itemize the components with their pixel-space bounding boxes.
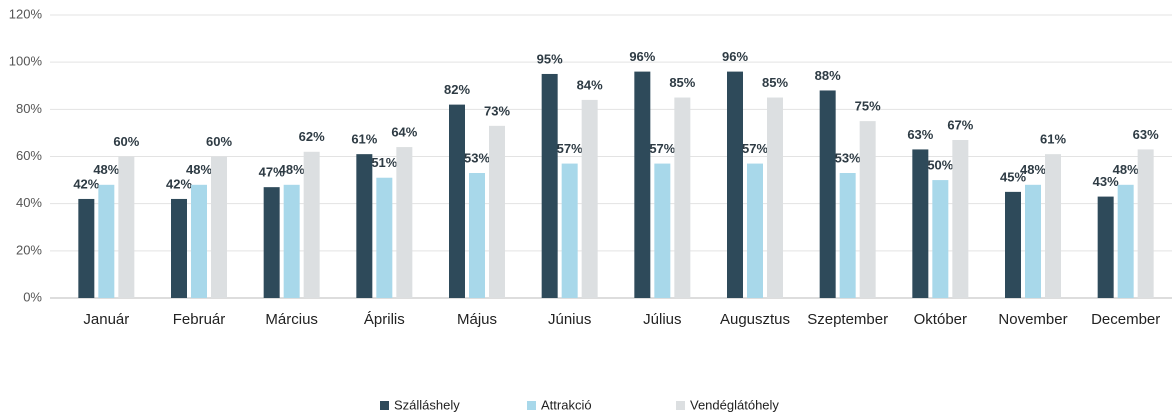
value-label: 96% xyxy=(629,49,655,64)
value-label: 42% xyxy=(73,176,99,191)
bar xyxy=(263,187,280,298)
bar xyxy=(654,163,671,298)
bar xyxy=(819,90,836,298)
bar xyxy=(489,125,505,298)
value-label: 48% xyxy=(186,162,212,177)
value-label: 96% xyxy=(722,49,748,64)
bar xyxy=(634,71,651,298)
x-tick-label: Január xyxy=(83,311,129,328)
x-tick-label: November xyxy=(998,311,1067,328)
bar xyxy=(469,173,485,298)
legend-swatch xyxy=(380,401,389,410)
x-tick-label: December xyxy=(1091,311,1160,328)
bar xyxy=(171,198,187,298)
x-tick-label: Május xyxy=(457,311,497,328)
x-tick-label: Szeptember xyxy=(807,311,888,328)
bar xyxy=(859,121,876,298)
value-label: 63% xyxy=(1133,127,1159,142)
value-label: 61% xyxy=(1040,132,1066,147)
bar xyxy=(1005,191,1021,298)
value-label: 57% xyxy=(557,141,583,156)
x-tick-label: Július xyxy=(643,311,681,328)
bar xyxy=(283,184,300,298)
x-tick-label: Február xyxy=(173,311,226,328)
value-label: 88% xyxy=(815,68,841,83)
value-label: 48% xyxy=(93,162,119,177)
value-label: 45% xyxy=(1000,169,1026,184)
bar xyxy=(674,97,691,299)
bar xyxy=(1117,184,1134,298)
value-label: 73% xyxy=(484,103,510,118)
x-tick-label: Október xyxy=(914,311,967,328)
value-label: 53% xyxy=(464,150,490,165)
value-label: 48% xyxy=(279,162,305,177)
value-label: 47% xyxy=(259,165,285,180)
value-label: 85% xyxy=(669,75,695,90)
value-label: 51% xyxy=(371,155,397,170)
legend-swatch xyxy=(676,401,685,410)
value-label: 62% xyxy=(299,129,325,144)
x-tick-label: Augusztus xyxy=(720,311,790,328)
bar xyxy=(912,149,929,298)
value-label: 64% xyxy=(391,125,417,140)
bar xyxy=(952,139,969,298)
value-label: 60% xyxy=(206,134,232,149)
y-tick-label: 80% xyxy=(16,101,42,116)
bar xyxy=(541,73,558,298)
value-label: 57% xyxy=(649,141,675,156)
bar xyxy=(98,184,115,298)
legend-label: Szálláshely xyxy=(394,397,460,412)
value-label: 63% xyxy=(907,127,933,142)
y-tick-label: 60% xyxy=(16,148,42,163)
value-label: 67% xyxy=(947,117,973,132)
bar xyxy=(839,173,856,298)
bar xyxy=(767,97,783,299)
value-label: 42% xyxy=(166,176,192,191)
legend-label: Vendéglátóhely xyxy=(690,397,779,412)
value-label: 57% xyxy=(742,141,768,156)
value-label: 75% xyxy=(855,99,881,114)
value-label: 61% xyxy=(351,132,377,147)
bar xyxy=(1137,149,1154,298)
bar xyxy=(396,147,413,298)
bar xyxy=(118,156,135,298)
value-label: 50% xyxy=(927,158,953,173)
bar xyxy=(376,177,393,298)
value-label: 95% xyxy=(537,51,563,66)
bar xyxy=(191,184,207,298)
value-label: 43% xyxy=(1093,174,1119,189)
bar xyxy=(1025,184,1041,298)
y-tick-label: 100% xyxy=(9,54,43,69)
bar xyxy=(356,154,373,298)
bar xyxy=(78,198,95,298)
bar xyxy=(1097,196,1114,298)
bar xyxy=(561,163,578,298)
bar xyxy=(303,151,320,298)
value-label: 48% xyxy=(1113,162,1139,177)
value-label: 60% xyxy=(113,134,139,149)
bar xyxy=(211,156,227,298)
bar xyxy=(1045,154,1061,298)
value-label: 85% xyxy=(762,75,788,90)
bar xyxy=(449,104,465,298)
bar xyxy=(581,99,598,299)
value-label: 48% xyxy=(1020,162,1046,177)
bar xyxy=(727,71,743,298)
bar xyxy=(747,163,763,298)
value-label: 53% xyxy=(835,150,861,165)
bar xyxy=(932,180,949,298)
x-tick-label: Március xyxy=(265,311,318,328)
y-tick-label: 0% xyxy=(23,289,42,304)
legend-swatch xyxy=(527,401,536,410)
y-tick-label: 40% xyxy=(16,195,42,210)
value-label: 84% xyxy=(577,77,603,92)
x-tick-label: Április xyxy=(364,311,405,328)
x-tick-label: Június xyxy=(548,311,591,328)
y-tick-label: 120% xyxy=(9,6,43,21)
value-label: 82% xyxy=(444,82,470,97)
legend-label: Attrakció xyxy=(541,397,592,412)
y-tick-label: 20% xyxy=(16,242,42,257)
